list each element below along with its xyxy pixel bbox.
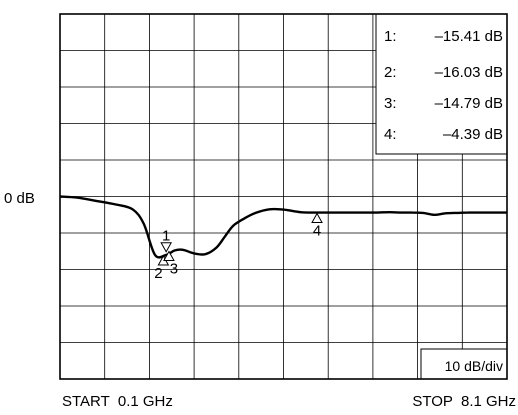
marker-1: 1 bbox=[160, 228, 173, 253]
marker-3-triangle bbox=[163, 250, 175, 261]
readout-1-value: –15.41 dB bbox=[435, 28, 503, 45]
scale-box-background bbox=[420, 348, 508, 380]
readout-4-id: 4: bbox=[384, 126, 397, 143]
readout-3-value: –14.79 dB bbox=[435, 95, 503, 112]
x-start-label: START 0.1 GHz bbox=[62, 393, 173, 410]
marker-4: 4 bbox=[311, 212, 323, 240]
y-reference-label: 0 dB bbox=[4, 190, 35, 207]
marker-3: 3 bbox=[163, 250, 178, 277]
readout-2-value: –16.03 dB bbox=[435, 64, 503, 81]
marker-4-label: 4 bbox=[313, 223, 321, 240]
readout-2-id: 2: bbox=[384, 64, 397, 81]
readout-1-id: 1: bbox=[384, 28, 397, 45]
grid bbox=[60, 14, 507, 379]
marker-3-label: 3 bbox=[170, 260, 178, 277]
marker-readouts: 1: –15.41 dB 2: –16.03 dB 3: –14.79 dB 4… bbox=[384, 28, 503, 143]
x-stop-label: STOP 8.1 GHz bbox=[412, 393, 516, 410]
marker-2-label: 2 bbox=[154, 265, 162, 282]
marker-1-label: 1 bbox=[162, 228, 170, 245]
y-scale-label: 10 dB/div bbox=[445, 358, 503, 374]
readout-3-id: 3: bbox=[384, 95, 397, 112]
trace-line-1 bbox=[59, 195, 507, 259]
marker-layer: 1 2 3 4 bbox=[154, 212, 323, 282]
readout-4-value: –4.39 dB bbox=[443, 126, 503, 143]
marker-4-triangle bbox=[311, 212, 323, 224]
trace-layer bbox=[59, 195, 507, 259]
marker-1-triangle bbox=[160, 242, 173, 253]
